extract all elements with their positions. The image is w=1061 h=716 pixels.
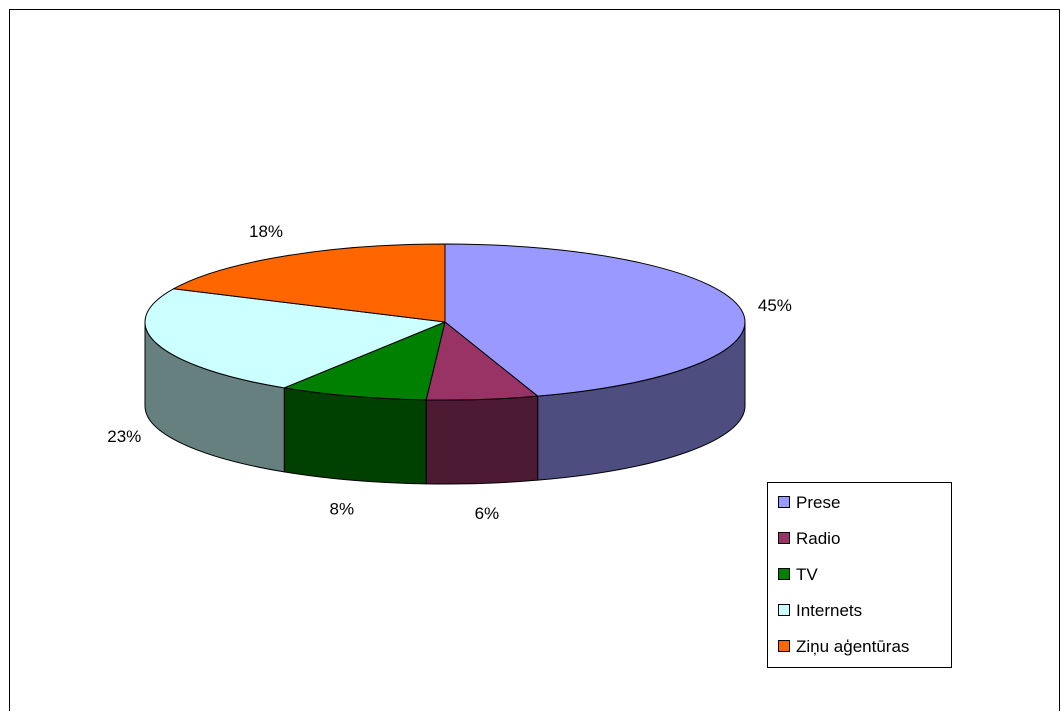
legend-label-2: Radio: [796, 529, 840, 548]
legend-swatch-5: [778, 640, 790, 652]
legend-label-3: TV: [796, 565, 818, 584]
pie-label-4: 23%: [107, 427, 141, 446]
legend-label-5: Ziņu aģentūras: [796, 637, 909, 656]
pie-side-2: [425, 395, 539, 485]
legend-label-4: Internets: [796, 601, 862, 620]
legend-box: [767, 482, 952, 668]
pie-label-1: 45%: [758, 296, 792, 315]
legend-swatch-4: [778, 604, 790, 616]
pie-label-3: 8%: [330, 500, 355, 519]
legend-swatch-3: [778, 568, 790, 580]
legend-swatch-2: [778, 532, 790, 544]
pie-slice-4: [144, 288, 446, 389]
pie-value-labels: 45% 6% 8% 23% 18%: [107, 222, 792, 523]
legend-swatch-1: [778, 496, 790, 508]
pie-slice-1: [444, 243, 746, 397]
legend-label-1: Prese: [796, 493, 840, 512]
pie-top: [144, 243, 746, 401]
pie-side-3: [283, 387, 427, 485]
pie-label-5: 18%: [249, 222, 283, 241]
pie-label-2: 6%: [475, 504, 500, 523]
legend: Prese Radio TV Internets Ziņu aģentūras: [767, 482, 952, 668]
pie-slice-3: [283, 321, 446, 401]
pie-slice-5: [173, 243, 446, 323]
